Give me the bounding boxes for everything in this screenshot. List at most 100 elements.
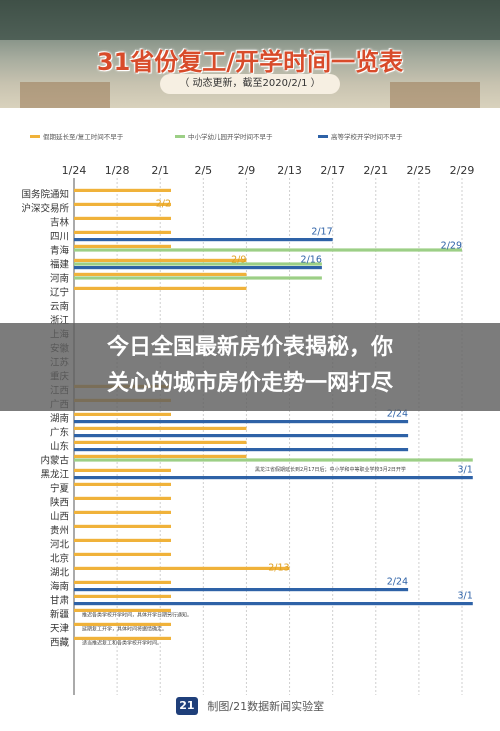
legend-item: 中小学幼儿园开学时间不早于 <box>175 129 273 143</box>
legend-item: 假期延长至/复工时间不早于 <box>30 129 123 143</box>
bar-2 <box>74 266 322 270</box>
logo-badge: 21 <box>175 697 198 715</box>
row-label: 沪深交易所 <box>21 203 69 215</box>
annotation-text: 推迟各类学校开学时间，具体开学日期另行通知。 <box>82 612 192 619</box>
row-label: 西藏 <box>50 637 70 649</box>
row-label: 山东 <box>50 441 69 453</box>
bar-0 <box>74 636 171 640</box>
bar-1 <box>74 262 322 266</box>
annotation-text: 延期复工开学，具体时间将据情确定。 <box>82 626 167 633</box>
x-tick-label: 2/9 <box>238 164 256 177</box>
annotation-text: 黑龙江省假期延长到2月17日后；中小学和中等职业学校3月2日开学 <box>255 466 406 473</box>
x-tick-label: 2/21 <box>363 164 388 177</box>
row-label: 新疆 <box>50 609 70 621</box>
x-tick-label: 2/13 <box>277 164 302 177</box>
legend-label: 中小学幼儿园开学时间不早于 <box>188 133 273 141</box>
row-label: 内蒙古 <box>40 455 69 467</box>
footer-credit: 21 制图/21数据新闻实验室 <box>0 697 500 723</box>
row-label: 陕西 <box>50 497 69 509</box>
row-label: 国务院通知 <box>21 189 69 201</box>
bar-0 <box>74 230 171 234</box>
bar-0 <box>74 594 171 598</box>
bar-2 <box>74 434 409 438</box>
row-label: 辽宁 <box>50 287 69 299</box>
x-tick-label: 2/29 <box>450 164 475 177</box>
bar-0 <box>74 244 171 248</box>
data-label: 2/16 <box>301 255 322 266</box>
row-label: 吉林 <box>50 217 70 229</box>
bar-0 <box>74 412 171 416</box>
row-label: 湖南 <box>50 413 69 425</box>
data-label: 2/24 <box>387 577 408 588</box>
overlay-banner <box>0 323 500 411</box>
data-label: 2/24 <box>387 409 408 420</box>
data-label: 3/1 <box>457 465 472 476</box>
legend-label: 假期延长至/复工时间不早于 <box>43 133 124 141</box>
data-label: 2/29 <box>441 241 462 252</box>
bar-0 <box>74 510 171 514</box>
data-label: 2/2 <box>156 199 171 210</box>
legend-swatch <box>175 134 185 138</box>
legend-swatch <box>318 134 328 138</box>
row-label: 山西 <box>50 512 69 523</box>
legend-label: 高等学校开学时间不早于 <box>331 133 403 141</box>
data-label: 3/1 <box>457 591 472 602</box>
bar-2 <box>74 420 409 424</box>
header-banner: 31省份复工/开学时间一览表 （ 动态更新，截至2020/2/1 ） <box>0 0 500 108</box>
x-tick-label: 2/1 <box>151 164 169 177</box>
bar-0 <box>74 552 171 556</box>
x-tick-label: 1/28 <box>105 164 130 177</box>
row-label: 贵州 <box>50 525 69 537</box>
legend-item: 高等学校开学时间不早于 <box>318 129 403 143</box>
bar-0 <box>74 454 247 458</box>
bar-2 <box>74 476 473 480</box>
annotation-text: 适当推迟复工和各类学校开学时间。 <box>82 640 162 647</box>
row-label: 四川 <box>50 232 69 243</box>
row-label: 云南 <box>50 301 69 313</box>
data-label: 2/13 <box>268 563 289 574</box>
row-label: 甘肃 <box>50 595 69 607</box>
credit-text: 制图/21数据新闻实验室 <box>207 700 325 713</box>
overlay-line-2: 关心的城市房价走势一网打尽 <box>106 371 393 396</box>
row-label: 河南 <box>50 273 69 285</box>
row-label: 海南 <box>50 581 69 593</box>
bar-2 <box>74 588 409 592</box>
bar-0 <box>74 482 171 486</box>
row-label: 青海 <box>50 245 70 257</box>
bar-0 <box>74 286 247 290</box>
overlay-line-1: 今日全国最新房价表揭秘，你 <box>106 335 393 360</box>
bar-0 <box>74 496 171 500</box>
bar-0 <box>74 608 171 612</box>
row-label: 河北 <box>50 539 70 551</box>
bar-1 <box>74 248 462 252</box>
bar-0 <box>74 216 171 220</box>
timeline-bar-chart: 1/24 1/28 2/1 2/5 2/9 2/13 2/17 2/21 2/25 2/29 国务院… <box>21 164 475 695</box>
x-tick-label: 2/5 <box>194 164 212 177</box>
row-label: 广东 <box>50 427 69 439</box>
data-label: 2/9 <box>231 255 246 266</box>
bar-0 <box>74 188 171 192</box>
legend-swatch <box>30 134 40 138</box>
bar-0 <box>74 202 171 206</box>
bar-0 <box>74 468 171 472</box>
bar-0 <box>74 272 247 276</box>
x-tick-label: 2/25 <box>407 164 432 177</box>
desk-decoration <box>390 82 480 108</box>
bar-0 <box>74 258 247 262</box>
row-label: 北京 <box>50 553 69 565</box>
bar-2 <box>74 448 409 452</box>
bar-0 <box>74 580 171 584</box>
bar-1 <box>74 458 473 462</box>
bar-0 <box>74 426 247 430</box>
data-label: 2/17 <box>311 227 332 238</box>
bar-0 <box>74 524 171 528</box>
row-label: 黑龙江 <box>40 469 69 481</box>
x-tick-label: 2/17 <box>320 164 345 177</box>
page-subtitle: （ 动态更新，截至2020/2/1 ） <box>160 74 340 94</box>
bar-2 <box>74 238 333 242</box>
desk-decoration <box>20 82 110 108</box>
row-label: 湖北 <box>50 568 70 579</box>
row-label: 宁夏 <box>50 483 70 495</box>
bar-0 <box>74 538 171 542</box>
chart-legend: 假期延长至/复工时间不早于 中小学幼儿园开学时间不早于 高等学校开学时间不早于 <box>30 129 480 143</box>
